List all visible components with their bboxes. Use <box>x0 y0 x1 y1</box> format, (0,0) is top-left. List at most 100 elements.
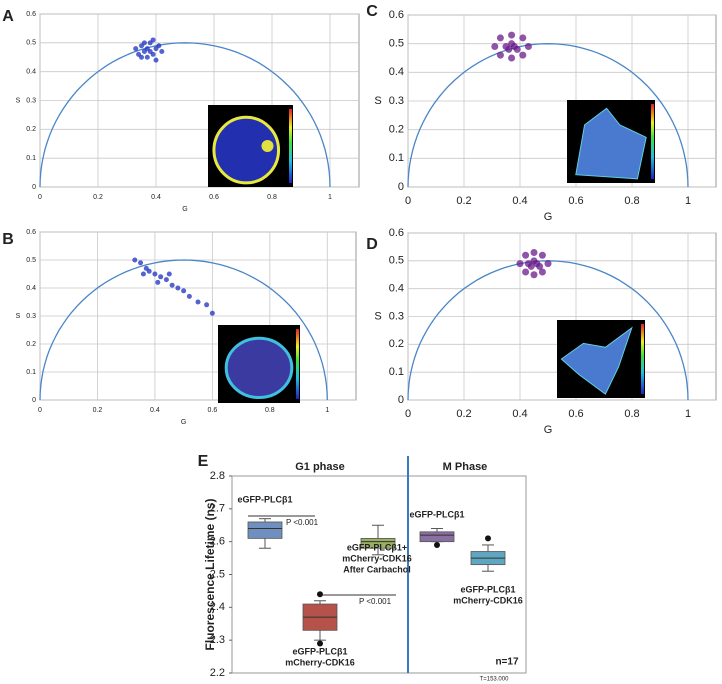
x-axis-label: G <box>182 206 187 213</box>
x-axis-label: G <box>544 424 553 436</box>
y-tick-label: 0.1 <box>389 152 404 164</box>
box-label: mCherry-CDK16 <box>453 595 523 605</box>
phasor-point <box>139 54 144 60</box>
phasor-point <box>538 268 546 276</box>
phasor-point <box>132 257 138 263</box>
x-tick-label: 0 <box>405 408 411 420</box>
outlier <box>485 535 491 542</box>
phasor-point <box>146 268 152 274</box>
phasor-point <box>522 251 530 259</box>
y-tick-label: 0 <box>398 181 404 193</box>
y-tick-label: 0 <box>398 394 404 406</box>
y-tick-label: 0.4 <box>26 69 36 76</box>
y-tick-label: 0.2 <box>389 124 404 136</box>
color-bar <box>296 329 299 399</box>
x-tick-label: 0.2 <box>93 194 103 201</box>
y-tick-label: 0 <box>32 397 36 404</box>
x-tick-label: 0.8 <box>624 408 639 420</box>
phasor-point <box>522 268 530 276</box>
y-tick-label: 0.2 <box>26 341 36 348</box>
y-tick-label: 0.1 <box>26 369 36 376</box>
y-tick-label: 0.3 <box>389 310 404 322</box>
phasor-point <box>144 54 150 60</box>
y-tick-label: 0.4 <box>389 283 404 295</box>
x-axis-label: G <box>544 211 553 223</box>
annotation: P <0.001 <box>359 597 392 606</box>
inset-cell <box>560 326 633 395</box>
x-tick-label: 0.4 <box>512 408 527 420</box>
y-tick-label: 2.2 <box>210 667 225 679</box>
box-label: eGFP-PLCβ1+ <box>347 542 407 552</box>
phasor-point <box>195 299 201 305</box>
phasor-point <box>538 251 546 259</box>
y-tick-label: 0.6 <box>26 229 36 236</box>
panel-label: C <box>366 3 378 20</box>
x-tick-label: 0 <box>38 407 42 414</box>
phasor-point <box>530 271 538 279</box>
phasor-point <box>150 37 156 43</box>
box <box>360 537 396 549</box>
panel-label: A <box>2 8 14 25</box>
panel-label: B <box>2 231 14 248</box>
y-tick-label: 0.3 <box>26 97 36 104</box>
universal-circle <box>39 42 331 188</box>
x-tick-label: 0.6 <box>568 408 583 420</box>
outlier <box>317 591 323 598</box>
phasor-point <box>166 271 172 277</box>
phasor-point <box>508 54 516 62</box>
y-axis-label: Fluorescence Lifetime (ns) <box>203 498 217 650</box>
y-axis-label: S <box>16 313 21 320</box>
x-tick-label: 0 <box>38 194 42 201</box>
y-axis-label: S <box>374 95 381 107</box>
y-tick-label: 2.3 <box>210 634 225 646</box>
y-axis-label: S <box>16 97 21 104</box>
phasor-point <box>508 31 516 39</box>
phasor-point <box>159 48 165 54</box>
phasor-point <box>133 46 139 52</box>
outlier <box>317 640 323 647</box>
y-tick-label: 0.3 <box>26 313 36 320</box>
panel-label: E <box>198 453 209 470</box>
x-tick-label: 1 <box>685 408 691 420</box>
y-tick-label: 2.5 <box>210 568 225 580</box>
phasor-point <box>516 260 524 268</box>
phasor-point <box>163 277 169 283</box>
color-bar <box>641 324 644 394</box>
universal-circle <box>407 43 689 188</box>
phasor-point <box>491 43 499 51</box>
y-tick-label: 2.7 <box>210 503 225 515</box>
x-tick-label: 1 <box>325 407 329 414</box>
y-tick-label: 0.1 <box>389 366 404 378</box>
color-bar <box>289 109 292 183</box>
phasor-point <box>158 274 164 280</box>
box-label: eGFP-PLCβ1 <box>237 494 292 504</box>
phasor-point <box>519 51 527 59</box>
panel-label: D <box>366 236 378 253</box>
y-tick-label: 0.5 <box>389 38 404 50</box>
inset-cell <box>575 107 647 180</box>
group-label: M Phase <box>443 461 488 473</box>
y-tick-label: 0.6 <box>26 11 36 18</box>
phasor-point <box>510 43 518 51</box>
x-tick-label: 0.8 <box>624 195 639 207</box>
phasor-point <box>141 40 147 46</box>
annotation: n=17 <box>495 657 519 668</box>
phasor-point <box>175 285 181 291</box>
y-tick-label: 0.5 <box>26 257 36 264</box>
x-tick-label: 0.6 <box>207 407 217 414</box>
phasor-point <box>138 260 144 266</box>
x-tick-label: 0 <box>405 195 411 207</box>
x-tick-label: 0.2 <box>456 195 471 207</box>
inset-cell <box>224 336 294 400</box>
phasor-point <box>530 248 538 256</box>
universal-circle <box>39 259 328 401</box>
y-tick-label: 2.4 <box>210 601 225 613</box>
y-tick-label: 0.2 <box>389 338 404 350</box>
y-tick-label: 0.1 <box>26 155 36 162</box>
plot-frame <box>231 475 527 674</box>
x-tick-label: 1 <box>685 195 691 207</box>
y-tick-label: 0 <box>32 184 36 191</box>
x-tick-label: 0.8 <box>265 407 275 414</box>
phasor-point <box>147 48 153 54</box>
